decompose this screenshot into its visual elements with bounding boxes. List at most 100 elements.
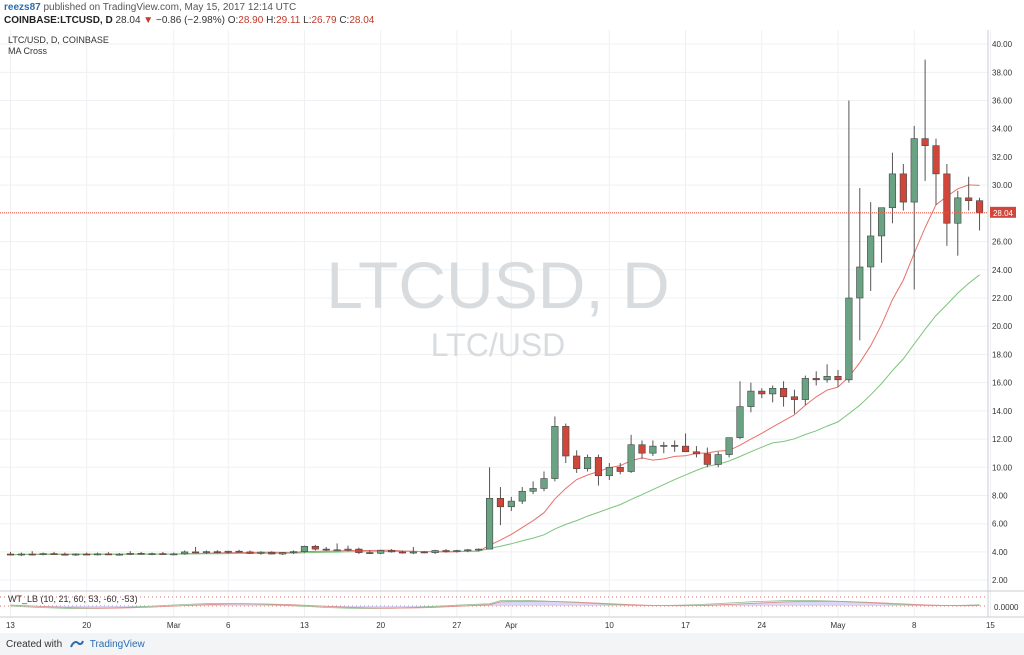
candle bbox=[6, 551, 15, 556]
candle bbox=[540, 471, 548, 492]
candle-body bbox=[344, 548, 352, 551]
candle-body bbox=[856, 266, 864, 299]
candle bbox=[823, 364, 831, 383]
candle-body bbox=[322, 548, 330, 551]
candle bbox=[181, 550, 189, 555]
header-bar: reezs87 published on TradingView.com, Ma… bbox=[0, 0, 1024, 30]
y-tick-label: 38.00 bbox=[992, 68, 1013, 77]
candle-body bbox=[703, 453, 711, 465]
candle-body bbox=[529, 488, 537, 492]
candle bbox=[387, 549, 396, 553]
candle-body bbox=[475, 548, 483, 551]
candle bbox=[398, 550, 407, 554]
candle-body bbox=[583, 457, 592, 469]
candle-body bbox=[104, 553, 113, 556]
candle bbox=[627, 434, 635, 473]
osc-line-2 bbox=[10, 600, 980, 609]
low-value: 26.79 bbox=[311, 15, 337, 26]
chart-background bbox=[0, 30, 1024, 633]
candle-body bbox=[246, 551, 254, 554]
down-arrow-icon: ▼ bbox=[143, 15, 154, 26]
watermark-sub: LTC/USD bbox=[431, 327, 566, 363]
candle-body bbox=[714, 454, 722, 465]
candle bbox=[867, 202, 875, 291]
x-tick-label: Mar bbox=[167, 621, 181, 630]
tradingview-brand-link[interactable]: TradingView bbox=[89, 639, 145, 650]
candle bbox=[311, 544, 319, 551]
close-label: C: bbox=[339, 15, 350, 26]
y-tick-label: 10.00 bbox=[992, 463, 1013, 472]
legend-symbol: LTC/USD, D, COINBASE bbox=[8, 35, 109, 45]
candle-body bbox=[442, 550, 450, 552]
candle-body bbox=[148, 553, 156, 555]
y-tick-label: 16.00 bbox=[992, 379, 1013, 388]
y-tick-label: 26.00 bbox=[992, 238, 1013, 247]
candle-body bbox=[453, 550, 461, 552]
candle-body bbox=[823, 375, 831, 381]
x-tick-label: 27 bbox=[452, 621, 461, 630]
candle-body bbox=[485, 498, 494, 550]
y-tick-label: 32.00 bbox=[992, 153, 1013, 162]
candle bbox=[660, 441, 668, 454]
candle bbox=[856, 187, 864, 341]
price-chart[interactable]: LTCUSD, D LTC/USD LTC/USD, D, COINBASE M… bbox=[0, 0, 1024, 633]
candle-body bbox=[692, 451, 701, 455]
candle-body bbox=[845, 297, 853, 381]
candle-body bbox=[279, 552, 287, 555]
candle-body bbox=[126, 553, 134, 555]
osc-area bbox=[10, 601, 980, 609]
high-value: 29.11 bbox=[276, 15, 301, 26]
candle bbox=[965, 176, 973, 211]
last-price-tag bbox=[990, 206, 1016, 218]
oscillator-label[interactable]: WT_LB (10, 21, 60, 53, -60, -53) bbox=[8, 594, 138, 604]
last-price-tag-label: 28.04 bbox=[993, 209, 1014, 218]
candle-body bbox=[137, 553, 145, 555]
candle-body bbox=[899, 173, 907, 203]
legend-indicator[interactable]: MA Cross bbox=[8, 46, 48, 56]
candle bbox=[671, 440, 679, 452]
candle-body bbox=[213, 551, 221, 553]
candle-body bbox=[921, 138, 929, 146]
candle bbox=[725, 437, 733, 458]
candle bbox=[159, 551, 167, 555]
y-tick-label: 30.00 bbox=[992, 181, 1013, 190]
candle bbox=[681, 433, 690, 453]
candle-body bbox=[638, 444, 646, 454]
candle bbox=[289, 550, 298, 555]
candle bbox=[366, 550, 374, 555]
candle bbox=[583, 454, 592, 472]
candle-body bbox=[725, 437, 733, 455]
candle bbox=[72, 553, 80, 556]
candle bbox=[943, 164, 951, 246]
candle-body bbox=[61, 553, 69, 556]
candle bbox=[279, 551, 287, 556]
candle bbox=[246, 550, 254, 555]
x-tick-label: 10 bbox=[605, 621, 614, 630]
candle-body bbox=[769, 387, 777, 395]
candle-body bbox=[398, 551, 407, 554]
candle bbox=[268, 551, 276, 555]
candle-body bbox=[6, 553, 15, 556]
candle-body bbox=[681, 445, 690, 453]
candle bbox=[779, 381, 788, 407]
candle bbox=[213, 550, 221, 554]
candle bbox=[224, 550, 232, 554]
price-axis[interactable]: 2.00 4.00 6.00 8.00 10.00 12.00 14.00 16.00 18.0… bbox=[992, 40, 1013, 585]
candle bbox=[975, 197, 984, 231]
candle bbox=[126, 551, 134, 556]
candle-body bbox=[235, 550, 243, 553]
candle bbox=[954, 190, 962, 256]
candle-body bbox=[551, 426, 559, 479]
publisher-link[interactable]: reezs87 bbox=[4, 2, 41, 13]
candle-body bbox=[518, 490, 526, 502]
y-tick-label: 22.00 bbox=[992, 294, 1013, 303]
candle-body bbox=[540, 478, 548, 489]
candle bbox=[355, 547, 363, 555]
grid-lines bbox=[0, 30, 991, 617]
time-axis[interactable]: 13 20 Mar 6 13 20 27 Apr 10 17 24 May 8 15 bbox=[6, 621, 995, 630]
candle-body bbox=[115, 553, 123, 556]
candle bbox=[507, 496, 515, 512]
candle-body bbox=[170, 553, 178, 556]
publish-line: reezs87 published on TradingView.com, Ma… bbox=[4, 2, 296, 13]
candle bbox=[28, 551, 36, 556]
